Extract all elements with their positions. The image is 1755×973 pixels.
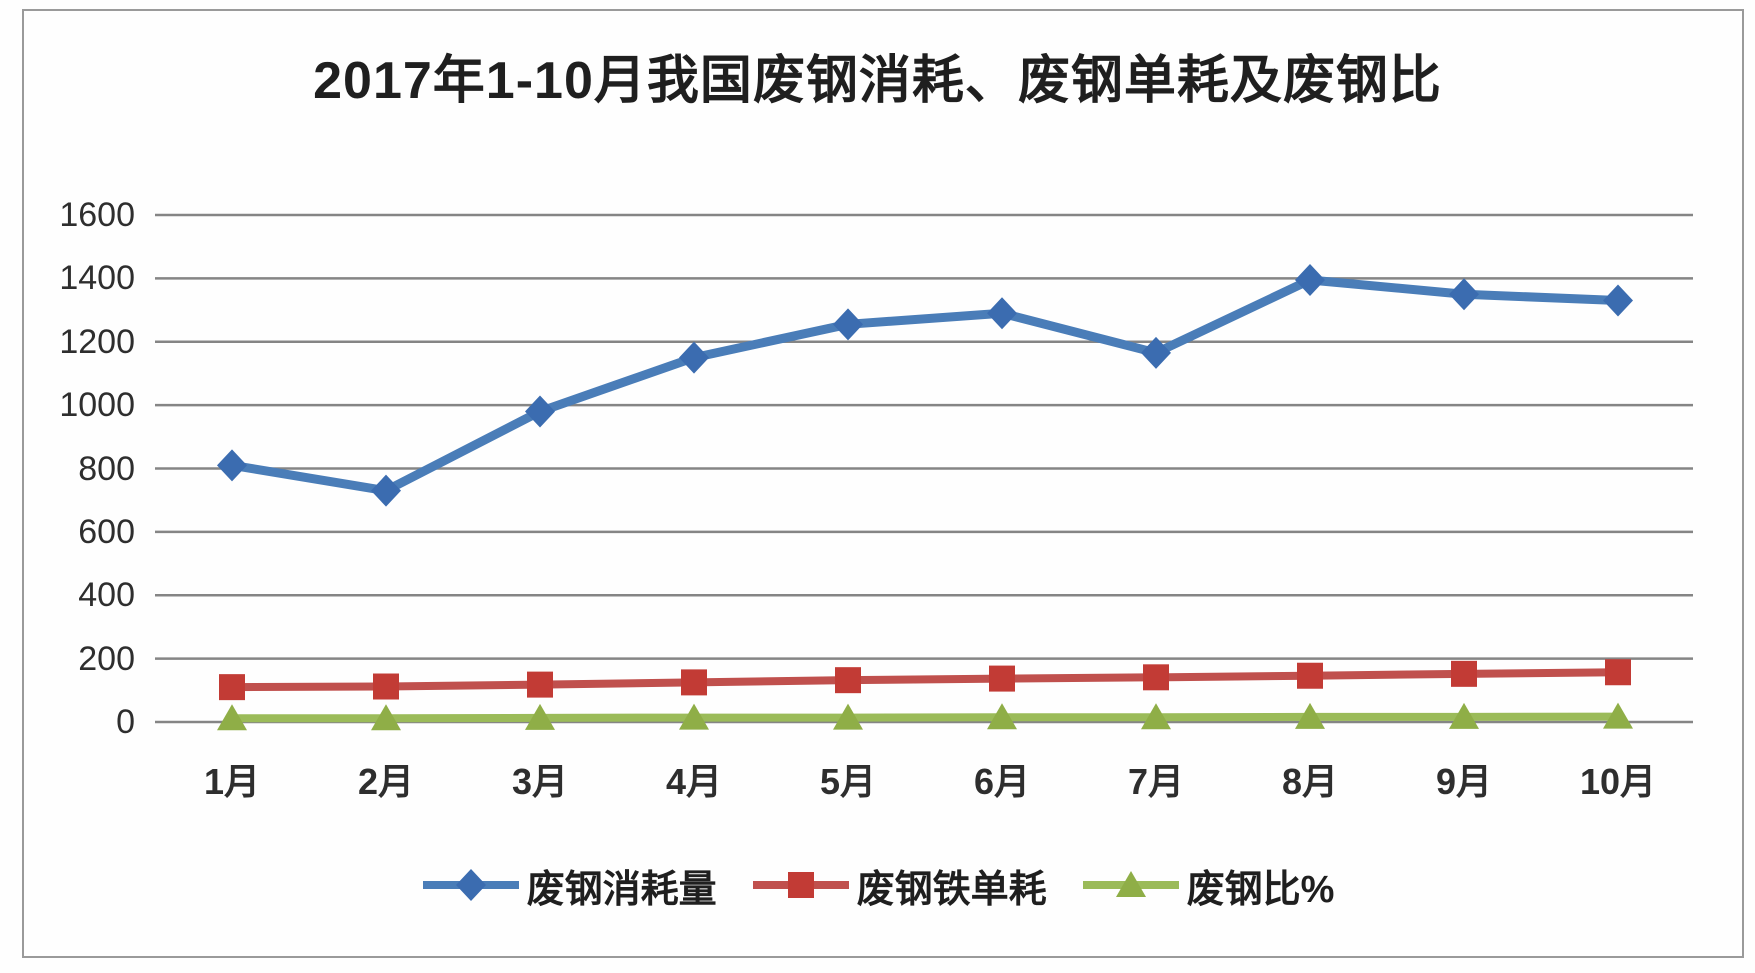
series-废钢铁单耗 (219, 659, 1631, 701)
data-point-marker (835, 667, 861, 694)
legend-label: 废钢消耗量 (526, 868, 717, 911)
legend-item: 废钢铁单耗 (751, 858, 1047, 913)
y-axis-tick-label: 0 (116, 703, 135, 741)
data-point-marker (527, 671, 553, 698)
x-axis-tick-label: 2月 (357, 761, 415, 802)
data-point-marker (373, 673, 399, 700)
data-point-marker (217, 704, 247, 731)
y-axis-tick-label: 1400 (59, 259, 135, 298)
legend-label: 废钢比% (1186, 868, 1335, 911)
data-point-marker (217, 449, 247, 482)
series-line (232, 712, 1619, 723)
data-point-marker (1141, 703, 1171, 730)
legend: 废钢消耗量 废钢铁单耗 废钢比% (0, 852, 1755, 918)
x-axis-tick-label: 5月 (819, 761, 877, 802)
data-point-marker (1605, 659, 1631, 686)
x-axis-tick-label: 9月 (1435, 761, 1493, 802)
x-axis-tick-label: 7月 (1127, 761, 1185, 802)
data-point-marker (1143, 664, 1169, 691)
data-point-marker (525, 395, 555, 428)
data-point-marker (1295, 702, 1325, 729)
data-point-marker (371, 704, 401, 731)
data-point-marker (989, 665, 1015, 692)
x-axis-tick-label: 1月 (203, 761, 261, 802)
legend-marker (455, 869, 486, 901)
data-point-marker (219, 674, 245, 701)
chart-frame (22, 9, 1744, 958)
legend-square-icon (752, 872, 849, 898)
data-point-marker (525, 703, 555, 730)
x-axis-tick-label: 3月 (511, 761, 569, 802)
series-废钢比% (217, 702, 1633, 731)
x-axis-tick-label: 4月 (665, 761, 723, 802)
data-point-marker (1449, 702, 1479, 729)
data-point-marker (1141, 336, 1171, 369)
data-point-marker (1451, 660, 1477, 687)
data-point-marker (987, 297, 1017, 330)
legend-label: 废钢铁单耗 (856, 868, 1047, 911)
data-point-marker (1295, 263, 1325, 296)
data-point-marker (371, 474, 401, 507)
y-axis-tick-label: 200 (78, 639, 135, 678)
data-point-marker (1449, 278, 1479, 311)
x-axis-tick-label: 10月 (1579, 761, 1657, 802)
data-point-marker (681, 669, 707, 696)
data-point-marker (833, 308, 863, 341)
y-axis-tick-label: 400 (78, 576, 135, 615)
data-point-marker (987, 703, 1017, 730)
data-point-marker (1603, 284, 1633, 317)
series-line (231, 668, 1619, 692)
legend-item: 废钢比% (1081, 858, 1335, 913)
y-axis-tick-label: 1600 (59, 196, 135, 234)
data-point-marker (679, 703, 709, 730)
series-line (231, 275, 1619, 496)
data-point-marker (833, 703, 863, 730)
legend-triangle-icon (1082, 871, 1179, 897)
legend-marker (1115, 871, 1146, 897)
chart-title: 2017年1-10月我国废钢消耗、废钢单耗及废钢比 (313, 52, 1442, 110)
legend-diamond-icon (422, 869, 519, 901)
x-axis-tick-label: 8月 (1281, 761, 1339, 802)
data-point-marker (1603, 702, 1633, 729)
series-废钢消耗量 (217, 263, 1633, 507)
y-axis-tick-label: 1200 (59, 322, 135, 361)
legend-item: 废钢消耗量 (421, 858, 717, 913)
legend-marker (787, 872, 814, 898)
y-axis-tick-label: 600 (78, 512, 135, 551)
data-point-marker (1297, 662, 1323, 689)
y-axis-tick-label: 1000 (59, 386, 135, 425)
data-point-marker (679, 341, 709, 374)
x-axis-tick-label: 6月 (973, 761, 1031, 802)
y-axis-tick-label: 800 (78, 449, 135, 488)
